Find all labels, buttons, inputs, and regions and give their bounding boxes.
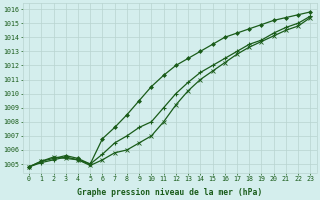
X-axis label: Graphe pression niveau de la mer (hPa): Graphe pression niveau de la mer (hPa) xyxy=(77,188,262,197)
